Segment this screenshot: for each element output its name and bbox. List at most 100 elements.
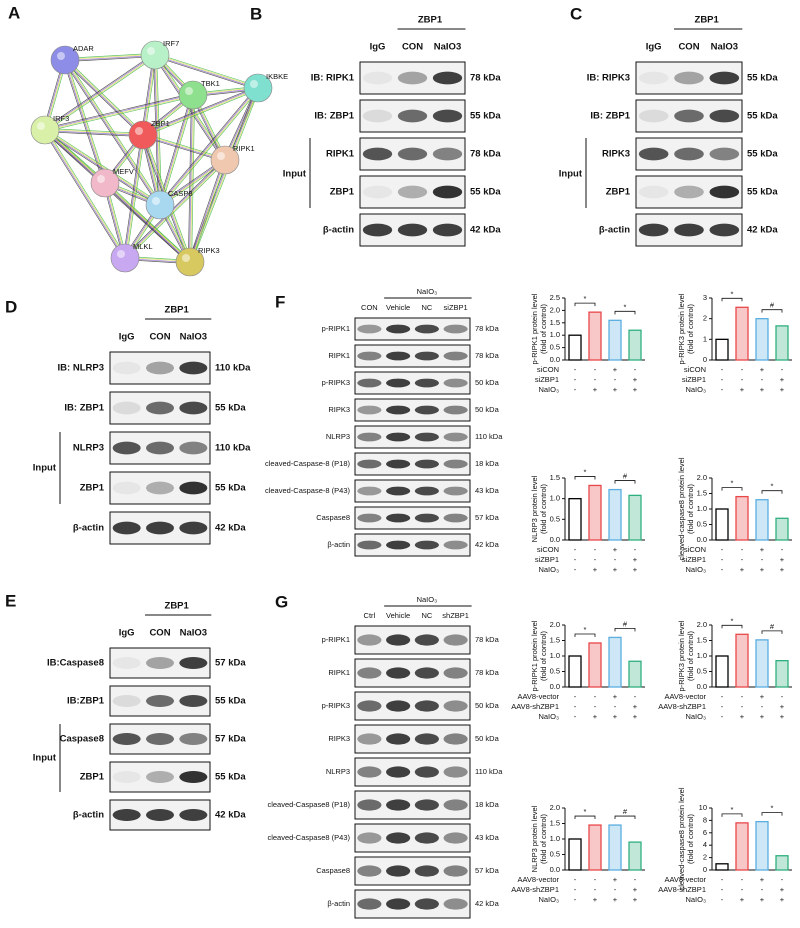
condition-mark: - [721, 712, 724, 721]
kda-label: 50 kDa [475, 701, 500, 710]
blot-band [146, 481, 174, 495]
kda-label: 78 kDa [470, 149, 501, 160]
condition-mark: + [633, 895, 638, 904]
condition-mark: + [633, 385, 638, 394]
kda-label: 55 kDa [747, 187, 778, 198]
row-label: p-RIPK3 [322, 701, 350, 710]
condition-mark: + [780, 712, 785, 721]
bar [755, 639, 769, 688]
network-node [210, 145, 240, 175]
blot-band [112, 809, 141, 821]
y-axis-label: (fold of control) [686, 630, 695, 681]
kda-label: 57 kDa [215, 734, 246, 745]
significance-label: # [623, 472, 628, 481]
blot-band [674, 185, 704, 199]
blot-band [414, 733, 439, 745]
row-label: ZBP1 [606, 187, 631, 198]
kda-label: 57 kDa [215, 658, 246, 669]
lane-label: NaIO3 [711, 42, 738, 53]
node-highlight [117, 250, 125, 258]
blot-band [357, 898, 382, 910]
network-edge [45, 128, 162, 204]
y-axis-label: cleaved-caspase8 protein level [677, 457, 686, 560]
blot-band [146, 521, 174, 535]
lane-label: IgG [646, 42, 662, 53]
bar [628, 329, 642, 361]
row-label: RIPK3 [328, 405, 350, 414]
condition-mark: + [593, 565, 598, 574]
blot-band [414, 634, 439, 646]
significance-label: * [584, 625, 587, 634]
node-highlight [217, 152, 225, 160]
node-highlight [135, 127, 143, 135]
blot-band [179, 481, 208, 495]
y-axis-label: p-RIPK1 protein level [530, 293, 539, 364]
condition-mark: - [741, 885, 744, 894]
blot-band [386, 324, 411, 334]
blot-band [397, 223, 428, 237]
blot-band [357, 667, 382, 679]
blot-band [397, 109, 428, 123]
y-axis-label: (fold of control) [539, 630, 548, 681]
blot-band [179, 657, 208, 669]
y-tick-label: 2.0 [550, 803, 560, 812]
panel-letter: A [8, 3, 20, 22]
network-edge [44, 130, 143, 136]
condition-mark: - [634, 692, 637, 701]
y-tick-label: 0.0 [550, 682, 560, 691]
group-header: NaIO₃ [417, 287, 438, 296]
blot-strip [354, 452, 471, 476]
blot-band [443, 832, 468, 844]
row-label: cleaved-Caspase8 (P18) [267, 800, 350, 809]
row-label: ZBP1 [80, 772, 105, 783]
y-tick-label: 1.5 [550, 473, 560, 482]
y-tick-label: 1.0 [550, 834, 560, 843]
kda-label: 110 kDa [475, 767, 503, 776]
condition-mark: + [780, 895, 785, 904]
y-tick-label: 6 [703, 828, 707, 837]
blot-band [638, 223, 669, 237]
condition-mark: - [761, 375, 764, 384]
lane-label: CON [402, 42, 423, 53]
blot-band [146, 695, 174, 707]
condition-mark: - [634, 365, 637, 374]
blot-band [146, 401, 174, 415]
bar [628, 494, 642, 541]
network-edge [161, 95, 195, 206]
network-node [90, 168, 120, 198]
kda-label: 42 kDa [475, 540, 500, 549]
condition-mark: + [760, 565, 765, 574]
kda-label: 50 kDa [475, 734, 500, 743]
y-axis-label: cleaved-caspase8 protein level [677, 787, 686, 890]
blot-band [414, 405, 439, 415]
network-edge [44, 54, 155, 130]
row-label: NLRP3 [73, 443, 104, 454]
blot-band [386, 459, 411, 469]
condition-label: NaIO₃ [685, 895, 706, 904]
node-label: IRF7 [163, 39, 179, 48]
condition-mark: - [721, 545, 724, 554]
panel-letter: D [5, 297, 17, 316]
blot-strip [354, 823, 471, 853]
blot-band [414, 432, 439, 442]
condition-mark: - [721, 555, 724, 564]
significance-bracket [721, 487, 743, 491]
kda-label: 55 kDa [747, 149, 778, 160]
network-edge [159, 94, 193, 205]
significance-bracket [761, 490, 783, 494]
blot-band [386, 634, 411, 646]
network-edge [123, 134, 142, 258]
row-label: β-actin [599, 225, 630, 236]
condition-label: siZBP1 [682, 375, 706, 384]
network-edge [45, 129, 161, 205]
kda-label: 110 kDa [215, 363, 251, 374]
network-edge [154, 56, 258, 90]
condition-mark: - [574, 565, 577, 574]
row-label: β-actin [327, 540, 350, 549]
blot-band [432, 147, 463, 161]
y-tick-label: 1.0 [550, 494, 560, 503]
panel-letter: C [570, 4, 582, 23]
blot-band [674, 109, 704, 123]
bar [568, 655, 582, 688]
kda-label: 57 kDa [475, 513, 500, 522]
